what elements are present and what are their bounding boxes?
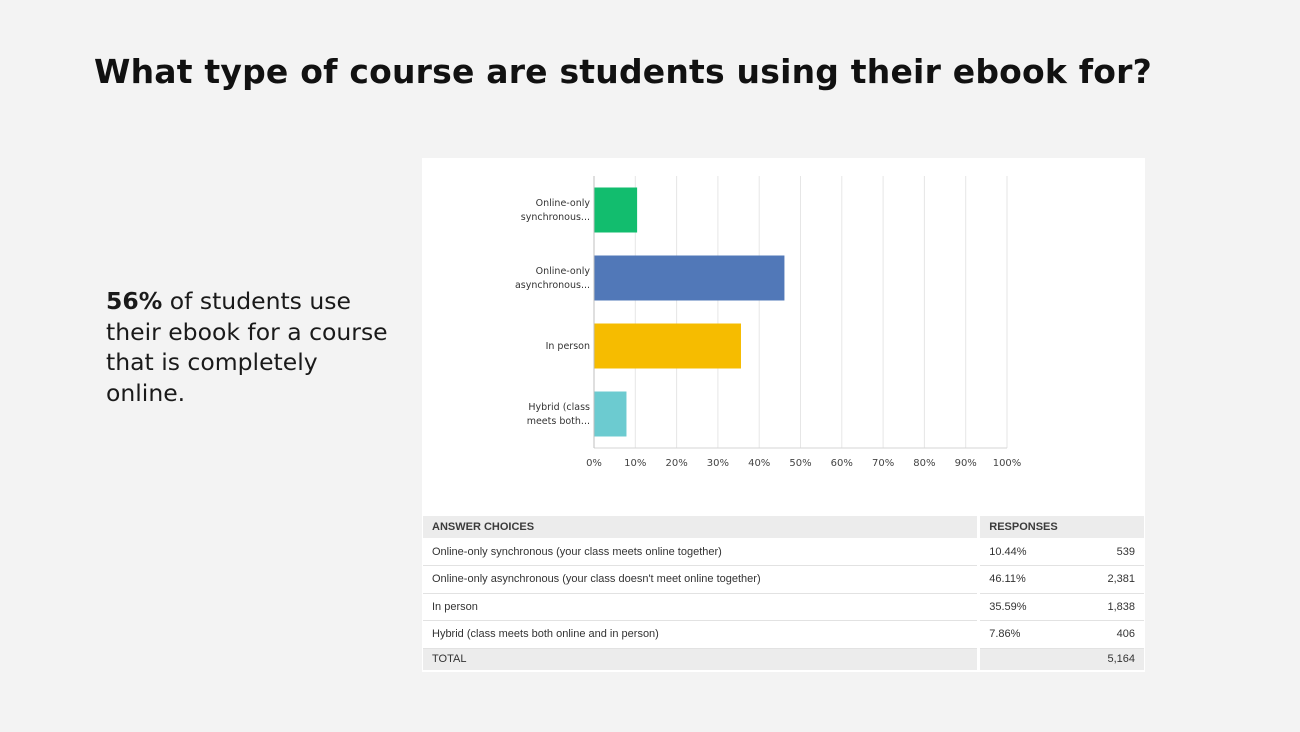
x-tick-label: 70%	[872, 458, 894, 469]
x-tick-label: 100%	[993, 458, 1022, 469]
responses-table: ANSWER CHOICES RESPONSES Online-only syn…	[423, 516, 1144, 670]
header-answer-choices: ANSWER CHOICES	[432, 521, 535, 533]
callout-highlight: 56%	[106, 287, 163, 315]
bar	[594, 255, 785, 301]
row-choice: Online-only asynchronous (your class doe…	[432, 573, 761, 586]
category-label: Online-only synchronous...	[521, 198, 591, 223]
x-tick-label: 80%	[913, 458, 935, 469]
x-tick-label: 10%	[624, 458, 646, 469]
x-tick-label: 0%	[586, 458, 602, 469]
total-percent	[977, 648, 1068, 670]
x-tick-label: 20%	[665, 458, 687, 469]
callout-text: 56% of students use their ebook for a co…	[106, 286, 396, 408]
responses-table-panel: ANSWER CHOICES RESPONSES Online-only syn…	[422, 516, 1145, 672]
category-label-line: synchronous...	[521, 212, 590, 223]
category-label-line: In person	[546, 341, 590, 352]
x-tick-label: 40%	[748, 458, 770, 469]
row-choice: Hybrid (class meets both online and in p…	[432, 628, 659, 641]
table-row: Hybrid (class meets both online and in p…	[423, 620, 1144, 648]
table-body: Online-only synchronous (your class meet…	[423, 538, 1144, 648]
chart-panel: 0% 10% 20% 30% 40% 50% 60% 70% 80% 90% 100% Online-…	[422, 158, 1145, 516]
category-label-line: asynchronous...	[515, 280, 590, 291]
bar	[594, 391, 627, 437]
slide-title: What type of course are students using t…	[94, 52, 1152, 91]
total-label: TOTAL	[432, 653, 467, 666]
x-tick-label: 30%	[707, 458, 729, 469]
category-label-line: Online-only	[536, 198, 591, 209]
bar	[594, 323, 741, 369]
row-count: 1,838	[1107, 600, 1135, 613]
row-choice: Online-only synchronous (your class meet…	[432, 545, 722, 558]
category-label-line: Online-only	[536, 266, 591, 277]
category-label: Hybrid (class meets both...	[527, 402, 590, 427]
x-tick-label: 60%	[831, 458, 853, 469]
table-row: Online-only synchronous (your class meet…	[423, 538, 1144, 566]
bar	[594, 187, 638, 233]
row-percent: 46.11%	[977, 565, 1068, 593]
row-percent: 10.44%	[977, 538, 1068, 566]
row-count: 539	[1116, 545, 1135, 558]
table-row: Online-only asynchronous (your class doe…	[423, 565, 1144, 593]
callout-body: of students use their ebook for a course…	[106, 287, 388, 407]
bar-chart: 0% 10% 20% 30% 40% 50% 60% 70% 80% 90% 100% Online-…	[515, 176, 1022, 469]
category-label: Online-only asynchronous...	[515, 266, 590, 291]
row-percent: 35.59%	[977, 593, 1068, 621]
table-total-row: TOTAL 5,164	[423, 648, 1144, 670]
x-tick-label: 90%	[955, 458, 977, 469]
category-label: In person	[546, 341, 590, 352]
table-header-row: ANSWER CHOICES RESPONSES	[423, 516, 1144, 538]
row-choice: In person	[432, 600, 478, 613]
category-label-line: meets both...	[527, 416, 590, 427]
row-percent: 7.86%	[977, 620, 1068, 648]
table-row: In person 35.59% 1,838	[423, 593, 1144, 621]
x-tick-label: 50%	[789, 458, 811, 469]
total-count: 5,164	[1107, 653, 1135, 666]
category-label-line: Hybrid (class	[528, 402, 590, 413]
row-count: 406	[1116, 628, 1135, 641]
header-responses: RESPONSES	[977, 516, 1144, 538]
row-count: 2,381	[1107, 573, 1135, 586]
